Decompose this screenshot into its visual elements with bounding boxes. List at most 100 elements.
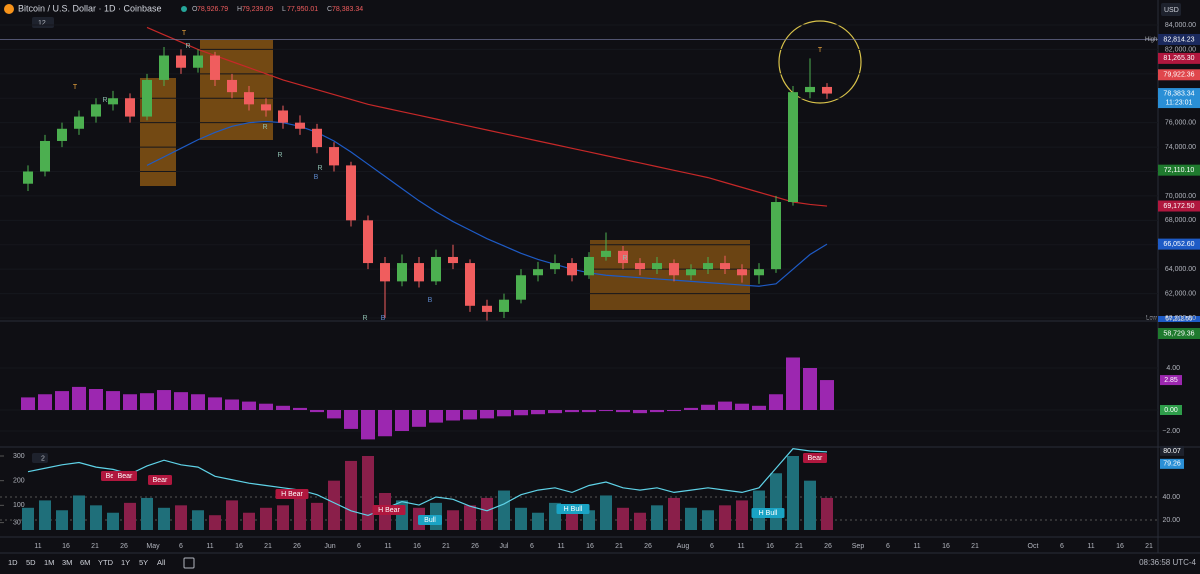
- price-tag-label: 69,172.50: [1163, 203, 1194, 210]
- range-button[interactable]: 1M: [44, 558, 54, 567]
- time-label: 6: [179, 543, 183, 550]
- value-tag: [1160, 405, 1182, 415]
- time-label: 16: [235, 543, 243, 550]
- time-label: 16: [62, 543, 70, 550]
- candle-body: [346, 165, 356, 221]
- histogram-bar: [633, 410, 647, 414]
- histogram-bar: [123, 394, 137, 410]
- volume-bar: [498, 490, 510, 530]
- range-button[interactable]: YTD: [98, 558, 114, 567]
- histogram-bar: [174, 392, 188, 410]
- time-label: 6: [357, 543, 361, 550]
- time-label: 11: [737, 543, 744, 550]
- time-label: 21: [615, 543, 623, 550]
- histogram-bar: [769, 394, 783, 410]
- currency: USD: [1164, 7, 1179, 14]
- price-tag-label: 66,052.60: [1163, 241, 1194, 248]
- candle-body: [754, 269, 764, 276]
- price-tag: [1158, 238, 1200, 250]
- ohlc-key: C: [327, 6, 332, 13]
- histogram-bar: [548, 410, 562, 414]
- price-tag-label: 58,729.36: [1163, 330, 1194, 337]
- volume-bar: [243, 512, 255, 530]
- signal-label: H Bear: [378, 507, 400, 514]
- y-tick-label: 200: [13, 478, 25, 485]
- volume-bar: [226, 500, 238, 530]
- time-label: 16: [413, 543, 421, 550]
- value-tag: [1160, 458, 1184, 469]
- y-tick-label: 62,000.00: [1165, 290, 1196, 297]
- range-button[interactable]: 3M: [62, 558, 72, 567]
- histogram-bar: [89, 389, 103, 410]
- y-tick-label: −2.00: [1162, 428, 1180, 435]
- date-range-button[interactable]: [183, 557, 195, 569]
- value-tag: [1160, 445, 1184, 456]
- candle-body: [482, 305, 492, 312]
- histogram-bar: [820, 380, 834, 410]
- histogram-bar: [446, 410, 460, 421]
- candle-body: [176, 55, 186, 68]
- candle-body: [278, 110, 288, 123]
- volume-bar: [481, 497, 493, 530]
- y-tick-label: 74,000.00: [1165, 144, 1196, 151]
- symbol-title: Bitcoin / U.S. Dollar · 1D · Coinbase: [18, 3, 162, 13]
- range-button[interactable]: 1Y: [121, 558, 130, 567]
- time-label: 26: [644, 543, 652, 550]
- moving-average: [146, 26, 828, 207]
- volume-bar: [447, 510, 459, 530]
- histogram-bar: [242, 401, 256, 410]
- value-tag-label: 0.00: [1164, 407, 1178, 414]
- range-button[interactable]: 6M: [80, 558, 90, 567]
- histogram-bar: [344, 410, 358, 429]
- candle-body: [805, 86, 815, 93]
- highlight-circle: [778, 20, 862, 104]
- histogram-bar: [616, 410, 630, 413]
- candle-body: [516, 275, 526, 300]
- y2-tick-label: 20.00: [1162, 517, 1180, 524]
- price-tag: [1158, 164, 1200, 176]
- candle-body: [771, 202, 781, 270]
- signal-badge: [148, 475, 172, 485]
- candle-body: [584, 256, 594, 276]
- signal-label: H Bear: [281, 491, 303, 498]
- range-button[interactable]: 5D: [26, 558, 36, 567]
- volume-bar: [532, 512, 544, 530]
- candle-body: [601, 250, 611, 257]
- candle-body: [652, 263, 662, 270]
- signal-label: H Bull: [564, 506, 583, 513]
- value-tag-label: 80.07: [1163, 448, 1181, 455]
- candle-body: [40, 140, 50, 172]
- currency-button[interactable]: [1161, 3, 1181, 16]
- range-button[interactable]: 1D: [8, 558, 18, 567]
- candle-body: [567, 263, 577, 276]
- ohlc-value: 78,383.34: [332, 6, 363, 13]
- pane-toggle[interactable]: [32, 453, 48, 463]
- volume-bar: [396, 500, 408, 530]
- signal-marker: T: [818, 47, 823, 54]
- y-tick-label: 60,000.00: [1165, 315, 1196, 322]
- volume-bar: [702, 510, 714, 530]
- signal-label: Bear: [153, 477, 168, 484]
- oscillator-line: [27, 448, 828, 517]
- time-label: 11: [206, 543, 213, 550]
- ohlc-value: 77,950.01: [287, 6, 318, 13]
- time-label: 16: [586, 543, 594, 550]
- histogram-bar: [514, 410, 528, 416]
- range-button[interactable]: All: [157, 558, 166, 567]
- histogram-bar: [531, 410, 545, 415]
- histogram-bar: [786, 357, 800, 410]
- time-label: 11: [913, 543, 920, 550]
- candle-body: [57, 128, 67, 141]
- volume-bar: [277, 505, 289, 530]
- time-label: 26: [824, 543, 832, 550]
- low-tag-box: [1158, 316, 1200, 322]
- candle-body: [669, 263, 679, 276]
- time-label: Jun: [324, 543, 335, 550]
- histogram-bar: [463, 410, 477, 420]
- ohlc-key: L: [282, 6, 286, 13]
- ohlc-value: 79,239.09: [242, 6, 273, 13]
- range-button[interactable]: 5Y: [139, 558, 148, 567]
- histogram-bar: [582, 410, 596, 413]
- volume-bar: [56, 510, 68, 530]
- candle-body: [193, 55, 203, 68]
